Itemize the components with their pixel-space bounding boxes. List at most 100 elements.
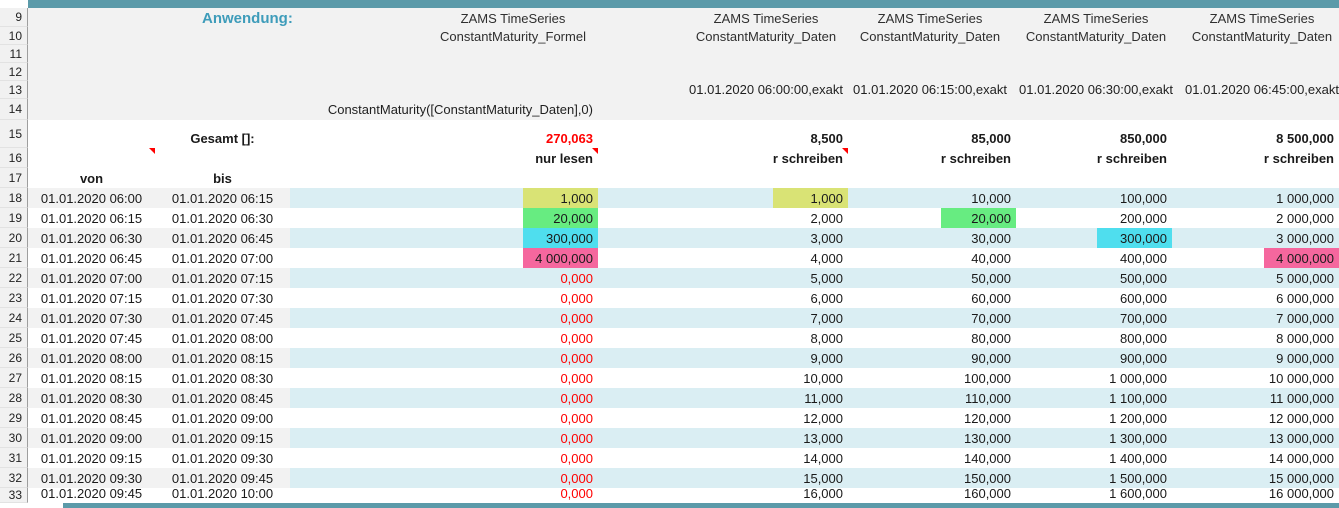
cell-24-formel[interactable]: 0,000	[523, 308, 598, 328]
cell-25-daten2[interactable]: 80,000	[941, 328, 1016, 348]
mode-formel-cell[interactable]: nur lesen	[523, 148, 598, 168]
cell-22-formel[interactable]: 0,000	[523, 268, 598, 288]
cell-23-von[interactable]: 01.01.2020 07:15	[28, 288, 155, 308]
cell-19-daten4[interactable]: 2 000,000	[1264, 208, 1339, 228]
cell-20-von[interactable]: 01.01.2020 06:30	[28, 228, 155, 248]
cell-27-formel[interactable]: 0,000	[523, 368, 598, 388]
cell-30-bis[interactable]: 01.01.2020 09:15	[155, 428, 290, 448]
cell-30-daten3[interactable]: 1 300,000	[1097, 428, 1172, 448]
cell-20-daten1[interactable]: 3,000	[773, 228, 848, 248]
column-header-formel[interactable]: ZAMS TimeSeries ConstantMaturity_Formel	[383, 9, 643, 46]
cell-28-daten1[interactable]: 11,000	[773, 388, 848, 408]
cell-18-formel[interactable]: 1,000	[523, 188, 598, 208]
cell-24-von[interactable]: 01.01.2020 07:30	[28, 308, 155, 328]
cell-25-von[interactable]: 01.01.2020 07:45	[28, 328, 155, 348]
cell-23-daten2[interactable]: 60,000	[941, 288, 1016, 308]
cell-21-daten3[interactable]: 400,000	[1097, 248, 1172, 268]
cell-23-formel[interactable]: 0,000	[523, 288, 598, 308]
cell-33-von[interactable]: 01.01.2020 09:45	[28, 488, 155, 503]
cell-26-daten4[interactable]: 9 000,000	[1264, 348, 1339, 368]
row-header-31[interactable]: 31	[0, 448, 28, 468]
column-header-daten3[interactable]: ZAMS TimeSeries ConstantMaturity_Daten	[966, 9, 1226, 46]
cell-29-daten1[interactable]: 12,000	[773, 408, 848, 428]
row-header-30[interactable]: 30	[0, 428, 28, 448]
cell-20-formel[interactable]: 300,000	[523, 228, 598, 248]
mode-daten3-cell[interactable]: nur schreiben	[1097, 148, 1172, 168]
cell-33-daten1[interactable]: 16,000	[773, 488, 848, 503]
row-header-26[interactable]: 26	[0, 348, 28, 368]
cell-26-daten2[interactable]: 90,000	[941, 348, 1016, 368]
gesamt-daten3-cell[interactable]: 850,000	[1097, 120, 1172, 148]
cell-23-daten3[interactable]: 600,000	[1097, 288, 1172, 308]
cell-23-daten1[interactable]: 6,000	[773, 288, 848, 308]
cell-25-daten1[interactable]: 8,000	[773, 328, 848, 348]
column-header-daten2[interactable]: ZAMS TimeSeries ConstantMaturity_Daten	[800, 9, 1060, 46]
cell-28-bis[interactable]: 01.01.2020 08:45	[155, 388, 290, 408]
gesamt-daten1-cell[interactable]: 8,500	[773, 120, 848, 148]
cell-33-daten3[interactable]: 1 600,000	[1097, 488, 1172, 503]
row-header-22[interactable]: 22	[0, 268, 28, 288]
cell-29-daten4[interactable]: 12 000,000	[1264, 408, 1339, 428]
cell-28-daten4[interactable]: 11 000,000	[1264, 388, 1339, 408]
row-header-27[interactable]: 27	[0, 368, 28, 388]
row-header-19[interactable]: 19	[0, 208, 28, 228]
cell-22-daten1[interactable]: 5,000	[773, 268, 848, 288]
cell-18-von[interactable]: 01.01.2020 06:00	[28, 188, 155, 208]
cell-22-daten4[interactable]: 5 000,000	[1264, 268, 1339, 288]
cell-30-von[interactable]: 01.01.2020 09:00	[28, 428, 155, 448]
cell-30-daten4[interactable]: 13 000,000	[1264, 428, 1339, 448]
von-header-cell[interactable]: von	[28, 168, 155, 188]
cell-16-von[interactable]	[28, 148, 155, 168]
cell-32-bis[interactable]: 01.01.2020 09:45	[155, 468, 290, 488]
cell-20-daten3[interactable]: 300,000	[1097, 228, 1172, 248]
timestamp-cell-daten2[interactable]: 01.01.2020 06:15:00,exakt	[853, 82, 1007, 97]
cell-18-daten2[interactable]: 10,000	[941, 188, 1016, 208]
formula-cell[interactable]: ConstantMaturity([ConstantMaturity_Daten…	[327, 102, 593, 117]
cell-25-formel[interactable]: 0,000	[523, 328, 598, 348]
cell-31-daten4[interactable]: 14 000,000	[1264, 448, 1339, 468]
row-header-11[interactable]: 11	[0, 45, 28, 63]
cell-32-daten3[interactable]: 1 500,000	[1097, 468, 1172, 488]
row-header-25[interactable]: 25	[0, 328, 28, 348]
cell-29-von[interactable]: 01.01.2020 08:45	[28, 408, 155, 428]
cell-31-formel[interactable]: 0,000	[523, 448, 598, 468]
row-header-17[interactable]: 17	[0, 168, 28, 188]
cell-19-bis[interactable]: 01.01.2020 06:30	[155, 208, 290, 228]
cell-18-bis[interactable]: 01.01.2020 06:15	[155, 188, 290, 208]
column-header-daten4[interactable]: ZAMS TimeSeries ConstantMaturity_Daten	[1132, 9, 1339, 46]
row-header-18[interactable]: 18	[0, 188, 28, 208]
cell-21-daten4[interactable]: 4 000,000	[1264, 248, 1339, 268]
cell-18-daten3[interactable]: 100,000	[1097, 188, 1172, 208]
cell-29-bis[interactable]: 01.01.2020 09:00	[155, 408, 290, 428]
cell-28-formel[interactable]: 0,000	[523, 388, 598, 408]
row-header-24[interactable]: 24	[0, 308, 28, 328]
row-header-14[interactable]: 14	[0, 99, 28, 120]
row-header-12[interactable]: 12	[0, 63, 28, 81]
cell-28-daten2[interactable]: 110,000	[941, 388, 1016, 408]
mode-daten2-cell[interactable]: nur schreiben	[941, 148, 1016, 168]
cell-24-bis[interactable]: 01.01.2020 07:45	[155, 308, 290, 328]
gesamt-formel-cell[interactable]: 270,063	[523, 120, 598, 148]
cell-29-daten2[interactable]: 120,000	[941, 408, 1016, 428]
cell-27-daten4[interactable]: 10 000,000	[1264, 368, 1339, 388]
timestamp-cell-daten1[interactable]: 01.01.2020 06:00:00,exakt	[689, 82, 843, 97]
cell-27-daten2[interactable]: 100,000	[941, 368, 1016, 388]
cell-32-von[interactable]: 01.01.2020 09:30	[28, 468, 155, 488]
cell-31-daten1[interactable]: 14,000	[773, 448, 848, 468]
cell-29-formel[interactable]: 0,000	[523, 408, 598, 428]
row-header-29[interactable]: 29	[0, 408, 28, 428]
cell-20-bis[interactable]: 01.01.2020 06:45	[155, 228, 290, 248]
cell-28-daten3[interactable]: 1 100,000	[1097, 388, 1172, 408]
cell-20-daten4[interactable]: 3 000,000	[1264, 228, 1339, 248]
cell-22-von[interactable]: 01.01.2020 07:00	[28, 268, 155, 288]
cell-18-daten4[interactable]: 1 000,000	[1264, 188, 1339, 208]
cell-25-daten3[interactable]: 800,000	[1097, 328, 1172, 348]
mode-daten4-cell[interactable]: nur schreiben	[1264, 148, 1339, 168]
cell-20-daten2[interactable]: 30,000	[941, 228, 1016, 248]
row-header-23[interactable]: 23	[0, 288, 28, 308]
cell-33-bis[interactable]: 01.01.2020 10:00	[155, 488, 290, 503]
cell-23-bis[interactable]: 01.01.2020 07:30	[155, 288, 290, 308]
cell-26-bis[interactable]: 01.01.2020 08:15	[155, 348, 290, 368]
cell-19-daten1[interactable]: 2,000	[773, 208, 848, 228]
row-header-15[interactable]: 15	[0, 120, 28, 148]
